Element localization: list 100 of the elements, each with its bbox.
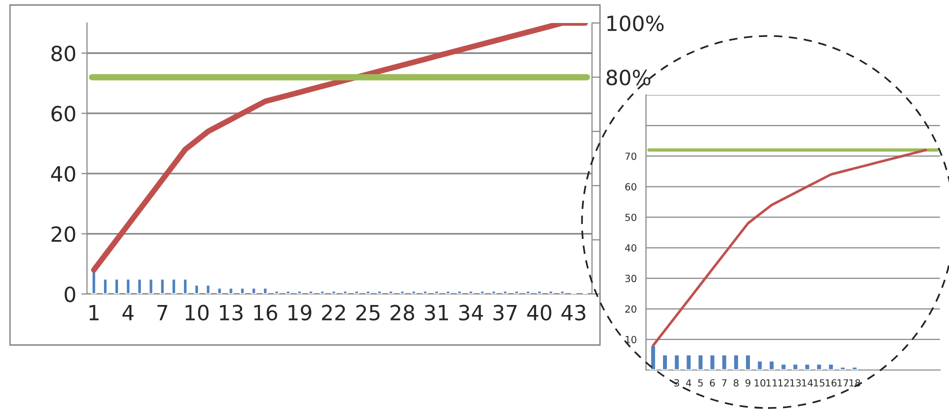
bar xyxy=(400,290,406,294)
bar xyxy=(331,290,336,294)
bar xyxy=(376,290,382,294)
bar xyxy=(514,290,520,294)
bar xyxy=(673,354,680,370)
bar xyxy=(434,290,440,294)
x-tick-label: 22 xyxy=(322,304,345,320)
bar xyxy=(780,363,787,370)
bar xyxy=(744,354,752,370)
bar xyxy=(148,278,154,294)
bar xyxy=(839,366,846,370)
y-tick-label: 10 xyxy=(626,336,636,344)
y-tick-label: 0 xyxy=(64,286,76,302)
x-tick-label: 16 xyxy=(826,379,837,387)
x-tick-label: 16 xyxy=(254,304,278,321)
bar xyxy=(171,278,177,294)
bar xyxy=(194,284,200,294)
x-tick-label: 7 xyxy=(157,305,168,320)
bar xyxy=(816,363,822,370)
bar xyxy=(205,284,211,294)
bar xyxy=(768,360,776,370)
y-tick-label: 60 xyxy=(625,183,636,190)
bar xyxy=(102,278,108,294)
x-tick-label: 4 xyxy=(122,305,134,320)
x-tick-label: 4 xyxy=(686,379,692,386)
bar xyxy=(456,290,462,294)
bar xyxy=(411,290,416,294)
bar xyxy=(697,354,704,370)
bar xyxy=(216,287,222,294)
x-tick-label: 31 xyxy=(424,304,448,321)
bar xyxy=(296,290,302,294)
bar xyxy=(228,287,234,294)
bar xyxy=(804,363,811,370)
bar xyxy=(480,290,486,294)
bar xyxy=(320,290,326,294)
bar xyxy=(536,290,542,294)
y-tick-label: 20 xyxy=(625,305,636,313)
x-tick-label: 5 xyxy=(698,379,703,387)
bar xyxy=(709,354,716,370)
bar xyxy=(685,354,692,370)
x-tick-label: 40 xyxy=(527,304,552,321)
bar xyxy=(160,278,166,294)
bar xyxy=(365,290,371,294)
bar xyxy=(720,354,728,370)
bar xyxy=(548,290,554,294)
bar xyxy=(792,363,799,370)
bar xyxy=(422,290,428,294)
bar xyxy=(732,354,740,370)
y-tick-label: 20 xyxy=(52,226,76,242)
y-tick-label: 70 xyxy=(625,152,636,160)
x-tick-label: 15 xyxy=(814,379,824,387)
bar xyxy=(851,366,858,370)
x-tick-label: 13 xyxy=(220,304,243,321)
x-tick-label: 34 xyxy=(459,304,483,321)
x-tick-label: 8 xyxy=(734,379,739,387)
bar xyxy=(491,290,496,294)
bar xyxy=(285,290,291,294)
x-tick-label: 43 xyxy=(561,304,586,321)
bar xyxy=(468,290,474,294)
bar xyxy=(125,278,131,294)
bar xyxy=(136,278,142,294)
x-tick-label: 7 xyxy=(722,379,727,386)
x-tick-label: 1 xyxy=(90,305,99,320)
bar xyxy=(240,287,246,294)
x-tick-label: 17 xyxy=(838,379,848,386)
bar xyxy=(182,278,188,294)
x-tick-label: 9 xyxy=(745,379,750,387)
bar xyxy=(308,290,314,294)
x-tick-label: 6 xyxy=(710,379,715,387)
y2-tick-label: 100% xyxy=(607,15,664,32)
y-tick-label: 40 xyxy=(625,244,636,252)
y-tick-label: 30 xyxy=(625,274,636,282)
x-tick-label: 25 xyxy=(356,304,380,321)
bar xyxy=(274,290,280,294)
y-tick-label: 80 xyxy=(51,46,76,62)
bar xyxy=(502,290,508,294)
y-tick-label: 60 xyxy=(52,106,76,122)
bar xyxy=(650,344,656,370)
x-tick-label: 10 xyxy=(186,304,209,321)
bar xyxy=(525,290,531,294)
bar xyxy=(251,287,257,294)
bar xyxy=(828,363,834,370)
bar xyxy=(262,287,268,294)
bar xyxy=(342,290,348,294)
bar xyxy=(756,360,764,370)
x-tick-label: 19 xyxy=(288,304,312,321)
x-tick-label: 11 xyxy=(766,379,777,386)
x-tick-label: 12 xyxy=(778,379,789,386)
bar xyxy=(354,290,360,294)
x-tick-label: 37 xyxy=(494,304,517,321)
bar xyxy=(388,290,394,294)
x-tick-label: 13 xyxy=(790,379,801,387)
bar xyxy=(560,290,565,294)
x-tick-label: 3 xyxy=(674,379,680,387)
x-tick-label: 28 xyxy=(390,304,414,321)
bar xyxy=(114,278,120,294)
x-tick-label: 10 xyxy=(754,379,766,387)
y-tick-label: 50 xyxy=(625,214,636,222)
bar xyxy=(662,354,668,370)
line-series xyxy=(652,148,928,347)
